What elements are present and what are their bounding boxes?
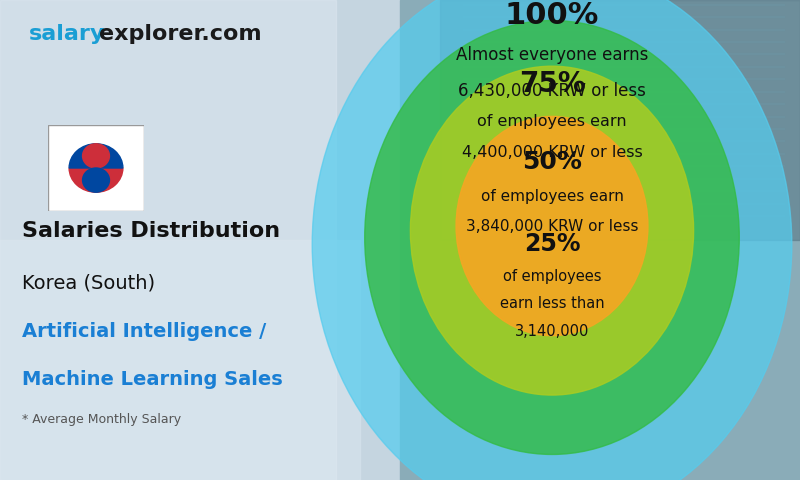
Ellipse shape bbox=[312, 0, 792, 480]
Text: 3,140,000: 3,140,000 bbox=[515, 324, 589, 338]
Text: 25%: 25% bbox=[524, 232, 580, 256]
Wedge shape bbox=[69, 168, 123, 192]
Circle shape bbox=[82, 144, 110, 168]
Text: of employees earn: of employees earn bbox=[477, 113, 627, 129]
Bar bbox=[400, 0, 800, 480]
Bar bbox=[0, 0, 336, 480]
Text: 100%: 100% bbox=[505, 1, 599, 30]
Text: salary: salary bbox=[29, 24, 105, 44]
Text: Artificial Intelligence /: Artificial Intelligence / bbox=[22, 322, 266, 341]
Text: * Average Monthly Salary: * Average Monthly Salary bbox=[22, 413, 181, 426]
Wedge shape bbox=[69, 144, 123, 168]
Ellipse shape bbox=[365, 21, 739, 455]
Bar bbox=[440, 0, 800, 240]
Text: earn less than: earn less than bbox=[500, 296, 604, 311]
Bar bbox=[0, 0, 400, 480]
Text: Machine Learning Sales: Machine Learning Sales bbox=[22, 370, 282, 389]
Text: 75%: 75% bbox=[518, 71, 586, 98]
Text: Korea (South): Korea (South) bbox=[22, 274, 154, 293]
Ellipse shape bbox=[410, 66, 694, 395]
Bar bbox=[0, 240, 360, 480]
Text: explorer.com: explorer.com bbox=[99, 24, 262, 44]
Ellipse shape bbox=[456, 117, 648, 336]
Text: 50%: 50% bbox=[522, 150, 582, 174]
Text: of employees earn: of employees earn bbox=[481, 189, 623, 204]
Text: Salaries Distribution: Salaries Distribution bbox=[22, 221, 280, 241]
Text: 3,840,000 KRW or less: 3,840,000 KRW or less bbox=[466, 218, 638, 234]
Text: 6,430,000 KRW or less: 6,430,000 KRW or less bbox=[458, 82, 646, 100]
Text: of employees: of employees bbox=[502, 269, 602, 284]
Text: Almost everyone earns: Almost everyone earns bbox=[456, 46, 648, 64]
Circle shape bbox=[82, 168, 110, 192]
Text: 4,400,000 KRW or less: 4,400,000 KRW or less bbox=[462, 145, 642, 160]
